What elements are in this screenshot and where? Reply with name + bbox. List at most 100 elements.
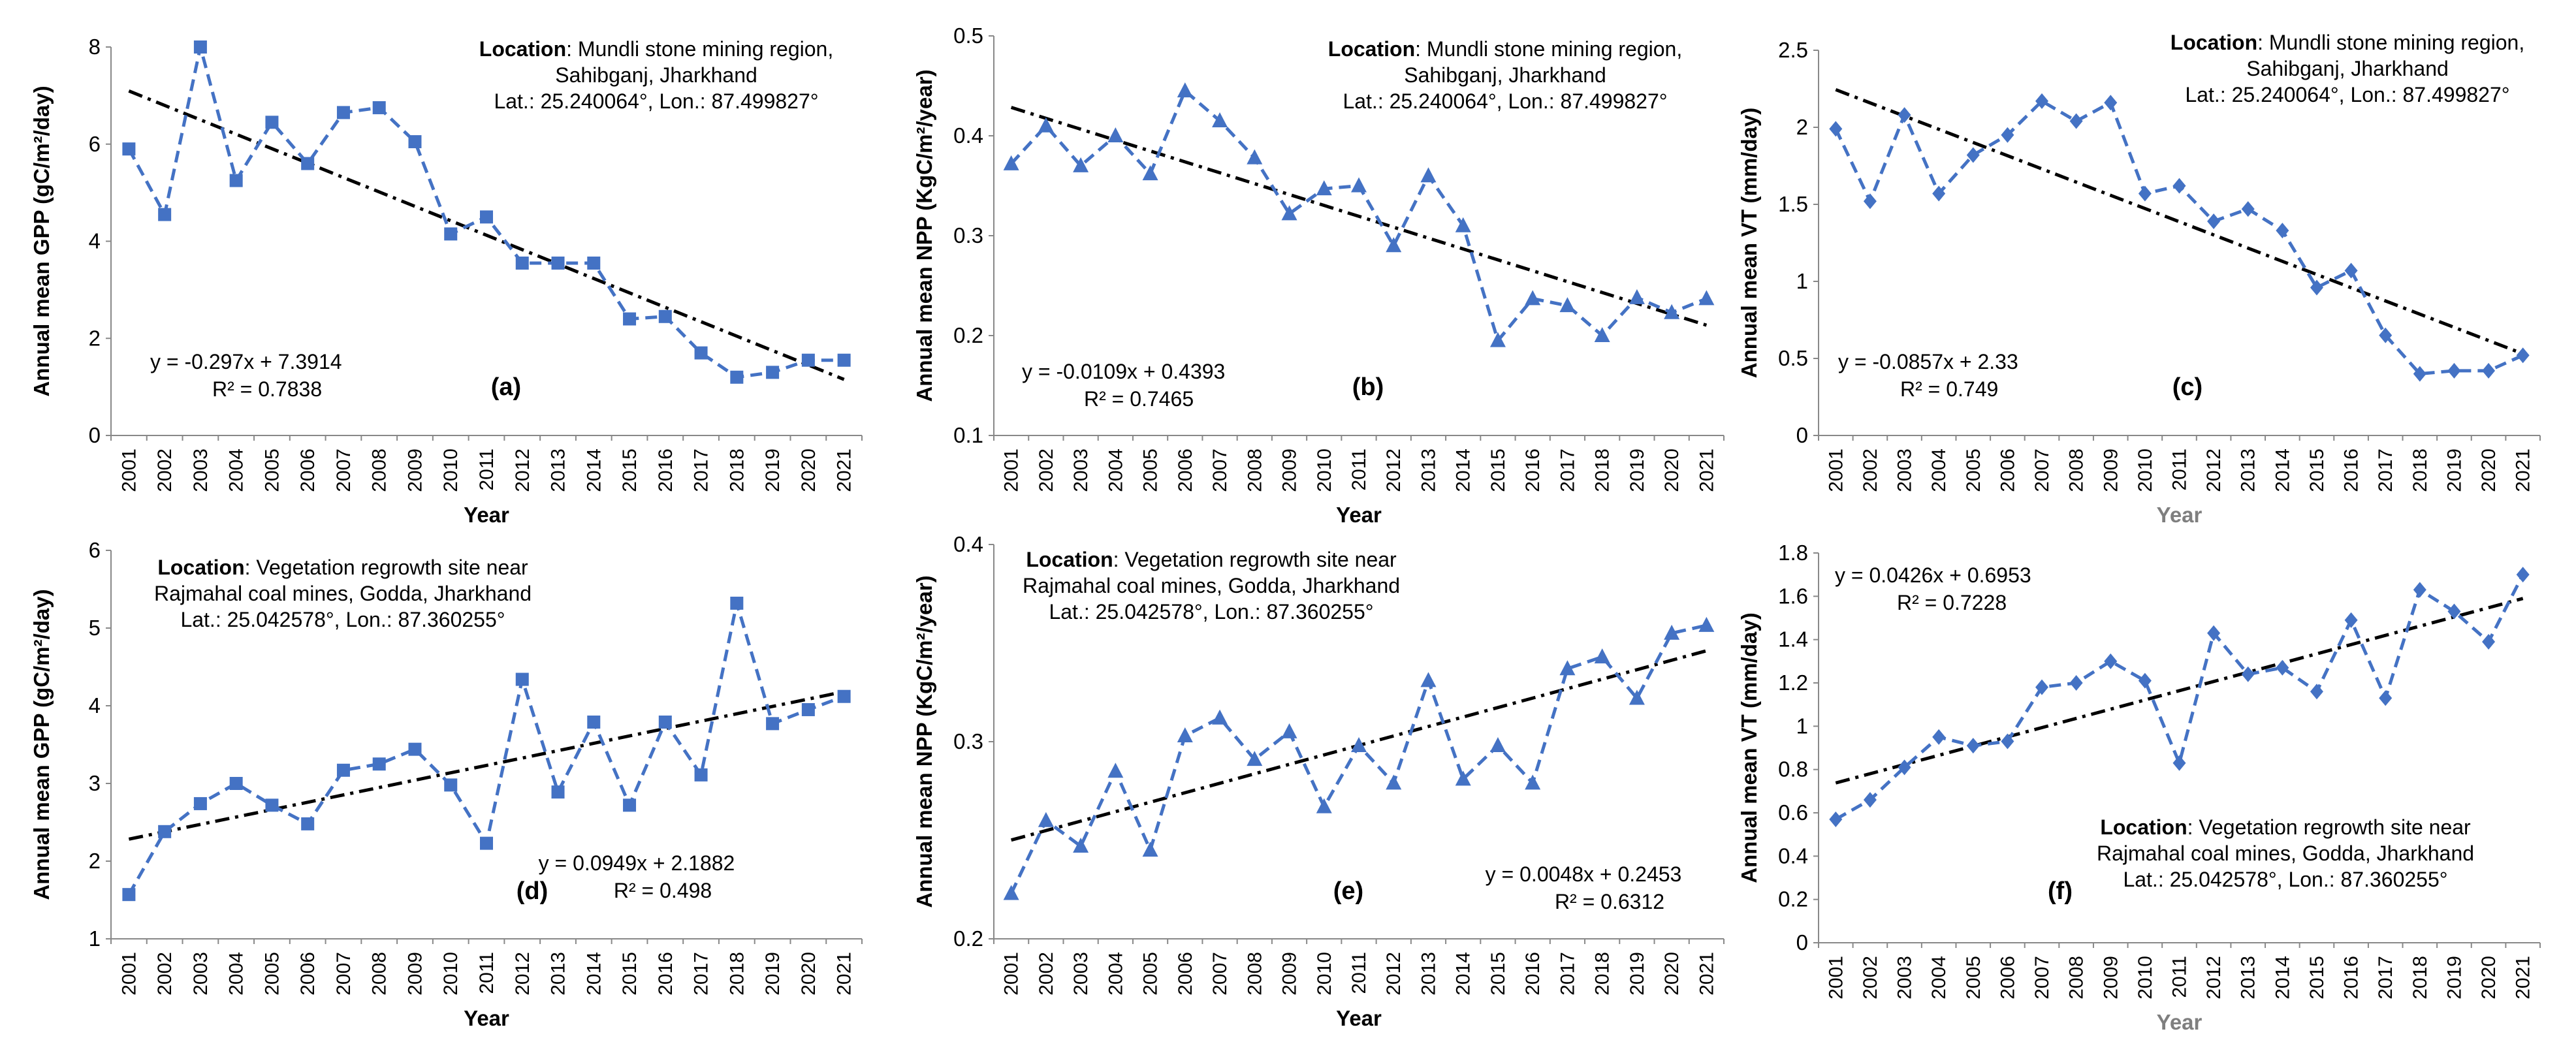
data-point-2005: [1966, 738, 1980, 754]
y-tick-label: 0.5: [953, 24, 983, 48]
x-tick-label: 2017: [691, 449, 712, 492]
data-point-2021: [2516, 347, 2530, 364]
data-point-2019: [766, 717, 780, 731]
x-tick-label: 2020: [2478, 956, 2500, 1000]
data-point-2012: [1386, 774, 1402, 790]
x-tick-label: 2003: [1070, 449, 1092, 492]
x-tick-label: 2005: [1963, 449, 1984, 492]
x-tick-label: 2001: [1001, 952, 1023, 996]
x-tick-label: 2011: [1348, 952, 1370, 994]
data-point-2009: [408, 135, 422, 149]
location-label: Location: [157, 556, 244, 579]
trend-equation: y = -0.297x + 7.3914: [150, 350, 342, 373]
data-point-2006: [301, 157, 315, 170]
y-axis-label: Annual mean GPP (gC/m²/day): [29, 589, 54, 900]
data-point-2001: [1829, 811, 1843, 827]
data-point-2005: [265, 116, 279, 129]
x-tick-label: 2009: [1279, 449, 1301, 492]
x-tick-label: 2009: [404, 952, 426, 996]
location-label: Location: [479, 37, 566, 61]
y-tick-label: 1: [1796, 269, 1808, 293]
x-tick-label: 2007: [2031, 956, 2053, 1000]
location-line: Lat.: 25.042578°, Lon.: 87.360255°: [2123, 868, 2447, 891]
data-point-2020: [1664, 624, 1680, 640]
data-point-2017: [694, 768, 708, 781]
y-tick-label: 1.6: [1778, 584, 1808, 608]
location-line: Sahibganj, Jharkhand: [2246, 57, 2449, 80]
x-tick-label: 2001: [1825, 449, 1847, 492]
data-point-2012: [515, 256, 529, 270]
x-axis-label: Year: [1336, 503, 1382, 527]
x-tick-label: 2020: [798, 449, 819, 492]
x-tick-label: 2008: [2066, 956, 2088, 1000]
data-point-2016: [2344, 612, 2358, 628]
x-tick-label: 2021: [2513, 956, 2534, 1000]
data-point-2007: [2035, 93, 2049, 109]
data-point-2014: [2276, 659, 2289, 676]
location-line: Lat.: 25.240064°, Lon.: 87.499827°: [1343, 89, 1667, 113]
x-tick-label: 2007: [2031, 449, 2053, 492]
x-tick-label: 2011: [476, 952, 498, 994]
data-point-2003: [1898, 759, 1911, 776]
panel-label: (c): [2172, 373, 2202, 401]
data-point-2015: [2310, 279, 2323, 296]
data-point-2021: [2516, 567, 2530, 583]
x-tick-label: 2002: [154, 952, 176, 996]
data-point-2020: [2482, 362, 2496, 379]
x-tick-label: 2004: [1928, 449, 1950, 492]
data-point-2017: [694, 346, 708, 360]
y-tick-label: 2: [89, 326, 101, 350]
x-tick-label: 2013: [548, 952, 569, 996]
data-point-2004: [1932, 729, 1946, 745]
y-axis-label: Annual mean NPP (KgC/m²/year): [912, 575, 936, 907]
data-point-2006: [301, 817, 315, 830]
x-tick-label: 2003: [1894, 956, 1916, 1000]
panel-label: (a): [491, 373, 521, 401]
trend-equation: y = 0.0048x + 0.2453: [1486, 862, 1682, 886]
data-point-2011: [1351, 737, 1367, 753]
y-tick-label: 6: [89, 538, 101, 562]
x-tick-label: 2018: [1592, 449, 1614, 492]
x-tick-label: 2021: [1696, 449, 1717, 492]
location-annotation: Location: Vegetation regrowth site near: [1026, 548, 1397, 571]
data-point-2016: [1525, 290, 1541, 306]
x-tick-label: 2019: [762, 449, 784, 492]
x-tick-label: 2004: [226, 449, 247, 492]
x-tick-label: 2007: [1209, 952, 1231, 996]
data-point-2003: [193, 40, 207, 54]
x-tick-label: 2015: [1487, 952, 1509, 996]
r-squared: R² = 0.6312: [1555, 890, 1664, 913]
trend-equation: y = 0.0426x + 0.6953: [1835, 563, 2031, 587]
data-point-2015: [1489, 332, 1506, 347]
data-point-2020: [1664, 304, 1680, 319]
x-tick-label: 2005: [1963, 956, 1984, 1000]
x-tick-label: 2005: [1140, 449, 1162, 492]
x-tick-label: 2006: [1997, 449, 2018, 492]
x-tick-label: 2019: [1627, 449, 1648, 492]
data-point-2001: [1003, 885, 1019, 900]
data-point-2008: [2069, 113, 2083, 129]
data-point-2015: [623, 798, 637, 812]
x-tick-label: 2011: [2169, 449, 2191, 491]
y-tick-label: 0: [1796, 423, 1808, 447]
x-tick-label: 2002: [1036, 952, 1057, 996]
data-point-2007: [336, 106, 350, 119]
y-tick-label: 0.3: [953, 223, 983, 247]
data-point-2017: [1559, 660, 1576, 676]
y-tick-label: 1.5: [1778, 192, 1808, 216]
data-point-2001: [122, 142, 136, 156]
data-point-2002: [1038, 812, 1054, 827]
trend-equation: y = -0.0857x + 2.33: [1838, 350, 2018, 373]
x-tick-label: 2012: [512, 449, 533, 492]
data-point-2015: [1489, 737, 1506, 753]
x-tick-label: 2008: [1244, 449, 1265, 492]
data-point-2010: [1316, 180, 1332, 196]
data-point-2019: [2447, 362, 2461, 379]
y-tick-label: 0.4: [953, 532, 983, 556]
x-tick-label: 2015: [619, 952, 641, 996]
x-tick-label: 2018: [726, 952, 748, 996]
y-tick-label: 1.4: [1778, 627, 1808, 652]
r-squared: R² = 0.498: [614, 879, 712, 902]
y-tick-label: 0.2: [953, 323, 983, 347]
